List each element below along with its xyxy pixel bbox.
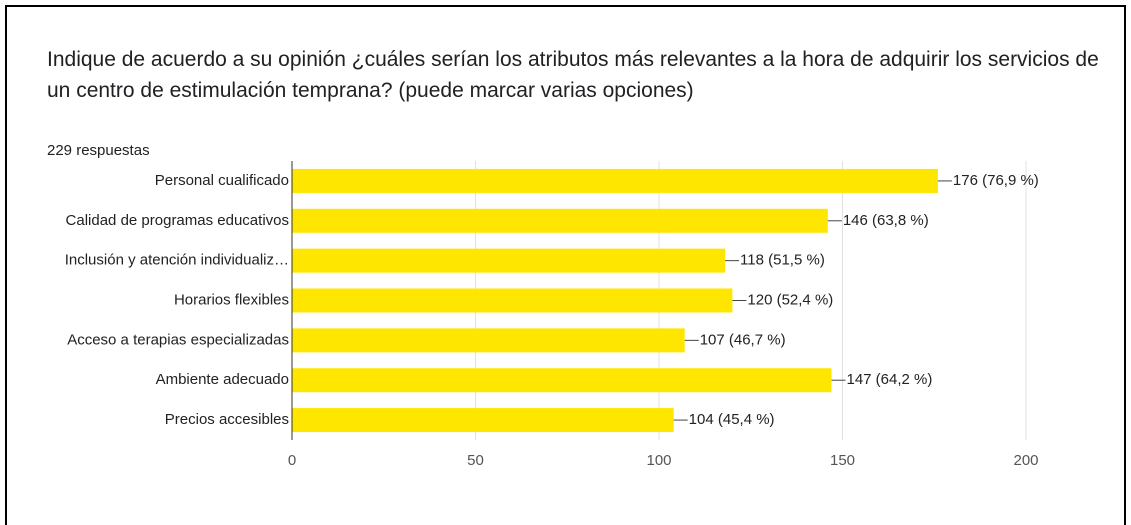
value-label: 147 (64,2 %) <box>846 371 932 388</box>
y-tick-label: Horarios flexibles <box>174 291 289 308</box>
bar <box>292 328 685 353</box>
y-tick-label: Inclusión y atención individualiz… <box>65 252 289 269</box>
x-tick-label: 50 <box>467 452 484 469</box>
chart: 0 50 100 150 200 Personal cualificado 176 (76,… <box>65 161 1039 469</box>
y-tick-label: Calidad de programas educativos <box>66 212 289 229</box>
bar <box>292 288 733 313</box>
chart-subtitle: 229 respuestas <box>47 142 150 159</box>
value-label: 176 (76,9 %) <box>953 172 1039 189</box>
value-label: 118 (51,5 %) <box>740 252 825 269</box>
x-tick-label: 200 <box>1013 452 1038 469</box>
bar <box>292 208 828 233</box>
frame <box>5 5 1126 525</box>
bar <box>292 408 674 433</box>
value-label: 104 (45,4 %) <box>689 411 775 428</box>
y-tick-label: Precios accesibles <box>165 411 289 428</box>
y-tick-label: Acceso a terapias especializadas <box>67 331 289 348</box>
bar <box>292 168 938 193</box>
value-label: 120 (52,4 %) <box>747 291 833 308</box>
x-tick-label: 150 <box>830 452 855 469</box>
chart-title: Indique de acuerdo a su opinión ¿cuáles … <box>47 48 1099 102</box>
y-tick-label: Ambiente adecuado <box>156 371 289 388</box>
bar <box>292 368 832 393</box>
bar <box>292 248 726 273</box>
value-label: 107 (46,7 %) <box>700 331 786 348</box>
x-tick-label: 100 <box>646 452 671 469</box>
value-label: 146 (63,8 %) <box>843 212 929 229</box>
y-tick-label: Personal cualificado <box>155 172 289 189</box>
page: {"chart_data": {"type": "bar", "orientat… <box>5 5 1126 525</box>
x-tick-label: 0 <box>288 452 296 469</box>
